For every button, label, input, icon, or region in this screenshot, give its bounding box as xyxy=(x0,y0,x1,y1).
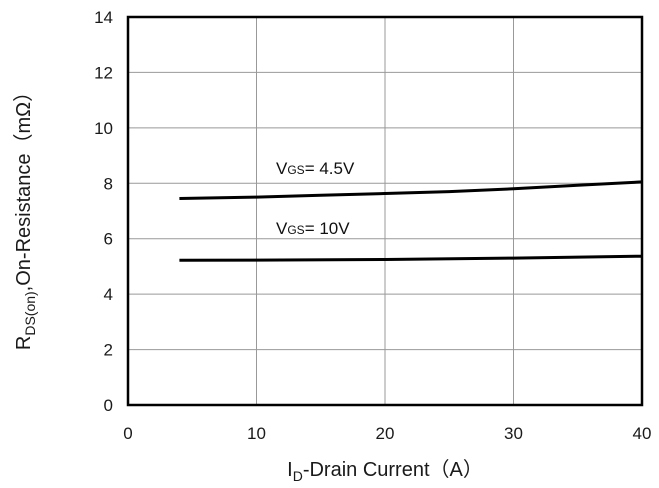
y-tick-label: 12 xyxy=(94,63,113,82)
x-axis-label: ID-Drain Current（A） xyxy=(287,458,483,484)
y-tick-labels: 0 2 4 6 8 10 12 14 xyxy=(94,8,113,415)
x-axis-label-rest: -Drain Current（A） xyxy=(303,458,483,481)
y-tick-label: 10 xyxy=(94,119,113,138)
y-axis-label: RDS(on),On-Resistance（mΩ） xyxy=(12,82,38,350)
x-tick-label: 20 xyxy=(376,424,395,443)
series-line xyxy=(179,254,643,262)
series-label-rest: = 10V xyxy=(305,219,351,238)
x-axis-label-main: I xyxy=(287,459,293,481)
x-tick-label: 30 xyxy=(504,424,523,443)
x-tick-label: 0 xyxy=(123,424,132,443)
series-lines xyxy=(179,180,643,262)
y-tick-label: 6 xyxy=(104,230,113,249)
series-label-main: V xyxy=(276,159,288,178)
series-label-sub: GS xyxy=(287,223,304,237)
series-line xyxy=(179,180,643,200)
y-tick-label: 4 xyxy=(104,285,113,304)
y-tick-label: 0 xyxy=(104,396,113,415)
x-tick-labels: 0 10 20 30 40 xyxy=(123,424,651,443)
x-axis-label-sub: D xyxy=(293,468,303,484)
y-axis-label-main: R xyxy=(13,336,35,350)
series-label: VGS= 10V xyxy=(276,219,350,238)
series-label-sub: GS xyxy=(287,163,304,177)
x-tick-label: 40 xyxy=(633,424,652,443)
x-tick-label: 10 xyxy=(247,424,266,443)
plot-frame xyxy=(126,15,644,407)
y-tick-label: 14 xyxy=(94,8,113,27)
y-tick-label: 2 xyxy=(104,341,113,360)
y-tick-label: 8 xyxy=(104,174,113,193)
series-label: VGS= 4.5V xyxy=(276,159,355,178)
y-axis-label-sub: DS(on) xyxy=(22,291,38,335)
y-axis-label-rest: ,On-Resistance（mΩ） xyxy=(12,82,35,291)
series-label-main: V xyxy=(276,219,288,238)
series-label-rest: = 4.5V xyxy=(305,159,355,178)
grid-lines xyxy=(127,16,643,406)
